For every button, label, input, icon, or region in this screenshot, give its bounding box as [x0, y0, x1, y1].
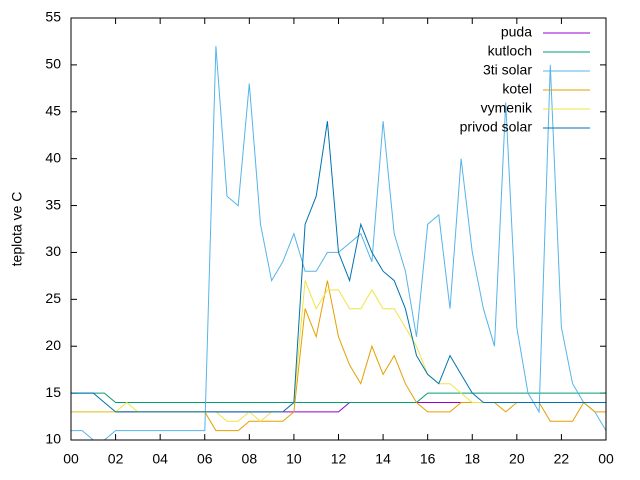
x-tick-label: 16	[420, 451, 436, 467]
y-tick-label: 10	[45, 431, 61, 447]
legend-label: vymenik	[481, 100, 533, 116]
plot-frame	[70, 17, 607, 441]
y-tick-label: 30	[45, 243, 61, 259]
series-line	[71, 392, 606, 403]
y-tick-label: 25	[45, 290, 61, 306]
series-line	[71, 121, 606, 413]
legend-label: 3ti solar	[483, 62, 532, 78]
y-tick-label: 45	[45, 102, 61, 118]
x-tick-label: 22	[554, 451, 570, 467]
y-axis-label: teplota ve C	[9, 192, 25, 267]
legend-label: puda	[501, 24, 532, 40]
y-tick-label: 55	[45, 9, 61, 25]
legend-label: kutloch	[488, 43, 532, 59]
x-tick-label: 14	[375, 451, 391, 467]
x-tick-label: 00	[598, 451, 614, 467]
x-tick-label: 06	[197, 451, 213, 467]
x-tick-label: 12	[331, 451, 347, 467]
y-tick-label: 35	[45, 196, 61, 212]
x-tick-label: 08	[242, 451, 258, 467]
x-tick-label: 18	[464, 451, 480, 467]
y-tick-label: 50	[45, 56, 61, 72]
x-tick-label: 02	[108, 451, 124, 467]
x-tick-label: 20	[509, 451, 525, 467]
x-tick-label: 04	[152, 451, 168, 467]
x-tick-label: 10	[286, 451, 302, 467]
y-tick-label: 20	[45, 337, 61, 353]
legend-label: kotel	[502, 81, 532, 97]
y-tick-label: 15	[45, 384, 61, 400]
y-tick-label: 40	[45, 149, 61, 165]
legend-label: privod solar	[460, 119, 533, 135]
x-tick-label: 00	[63, 451, 79, 467]
